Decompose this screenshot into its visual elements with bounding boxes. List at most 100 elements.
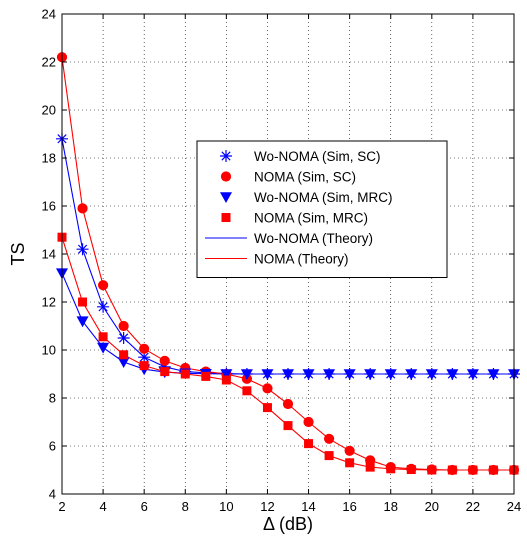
square-marker	[119, 350, 129, 360]
square-marker	[304, 439, 314, 449]
series-3-markers	[57, 232, 519, 475]
circle-marker	[159, 355, 170, 366]
triangle-marker	[117, 357, 130, 368]
square-marker	[488, 465, 498, 475]
asterisk-marker	[76, 243, 89, 256]
circle-marker	[344, 445, 355, 456]
legend-entry: NOMA (Sim, SC)	[220, 170, 356, 185]
square-marker	[262, 403, 272, 413]
triangle-marker	[282, 369, 294, 380]
asterisk-marker	[158, 360, 171, 373]
legend-label: Wo-NOMA (Sim, SC)	[254, 149, 381, 164]
triangle-marker	[466, 369, 479, 380]
legend-label: Wo-NOMA (Sim, MRC)	[254, 190, 393, 205]
square-marker	[201, 371, 211, 381]
x-tick-label: 8	[182, 499, 189, 514]
triangle-marker	[384, 369, 397, 380]
triangle-marker	[364, 369, 377, 380]
square-marker	[468, 465, 478, 475]
legend-label: NOMA (Sim, MRC)	[254, 211, 368, 226]
triangle-marker	[425, 369, 438, 380]
square-marker	[406, 465, 416, 475]
triangle-marker	[487, 369, 500, 380]
asterisk-marker	[117, 332, 130, 344]
triangle-marker	[323, 369, 336, 380]
x-tick-label: 16	[342, 499, 356, 514]
square-marker	[283, 421, 293, 431]
legend-entry: Wo-NOMA (Sim, SC)	[220, 149, 381, 164]
circle-marker	[262, 383, 273, 394]
circle-marker	[97, 280, 109, 291]
circle-marker	[303, 416, 314, 428]
y-tick-label: 22	[42, 55, 56, 70]
square-marker	[98, 332, 108, 342]
legend-entry: NOMA (Sim, MRC)	[221, 211, 368, 226]
y-tick-label: 24	[42, 7, 56, 22]
x-axis-label: Δ (dB)	[263, 514, 313, 534]
circle-marker	[220, 171, 232, 182]
x-tick-label: 14	[301, 499, 315, 514]
y-tick-label: 20	[42, 103, 56, 118]
x-tick-label: 18	[383, 499, 397, 514]
triangle-marker	[240, 369, 253, 380]
circle-marker	[77, 203, 88, 214]
triangle-marker	[220, 192, 232, 203]
circle-marker	[118, 320, 129, 332]
y-tick-label: 8	[49, 391, 56, 406]
square-marker	[324, 451, 334, 461]
legend-label: NOMA (Sim, SC)	[254, 170, 356, 185]
square-marker	[221, 213, 231, 222]
x-tick-label: 4	[99, 499, 106, 514]
plot-series	[56, 52, 520, 476]
x-tick-label: 10	[219, 499, 233, 514]
x-tick-label: 22	[466, 499, 480, 514]
x-tick-label: 6	[141, 499, 148, 514]
legend-entry: Wo-NOMA (Sim, MRC)	[220, 190, 393, 205]
asterisk-marker	[138, 351, 151, 364]
y-tick-label: 4	[49, 487, 56, 502]
x-tick-label: 2	[58, 499, 65, 514]
legend: Wo-NOMA (Sim, SC) NOMA (Sim, SC) Wo-NOMA (…	[196, 140, 448, 278]
legend-entry: Wo-NOMA (Theory)	[205, 231, 373, 246]
y-axis-label: TS	[8, 242, 28, 265]
x-tick-label: 12	[260, 499, 274, 514]
y-tick-label: 18	[42, 151, 56, 166]
circle-marker	[139, 343, 150, 354]
legend-entry: NOMA (Theory)	[205, 252, 349, 267]
y-tick-label: 14	[42, 247, 56, 262]
asterisk-marker	[220, 150, 232, 162]
square-marker	[427, 465, 437, 475]
square-marker	[242, 386, 252, 396]
x-tick-label: 24	[507, 499, 521, 514]
x-tick-label: 20	[425, 499, 439, 514]
square-marker	[345, 458, 355, 468]
triangle-marker	[343, 369, 356, 380]
square-marker	[180, 369, 190, 379]
circle-marker	[282, 398, 294, 410]
triangle-marker	[97, 342, 110, 354]
square-marker	[365, 462, 375, 472]
triangle-marker	[446, 369, 459, 380]
square-marker	[386, 464, 396, 474]
legend-label: NOMA (Theory)	[254, 252, 349, 267]
square-marker	[221, 375, 231, 385]
triangle-marker	[302, 369, 315, 380]
square-marker	[139, 361, 149, 371]
circle-marker	[323, 433, 335, 444]
legend-box	[196, 140, 448, 278]
triangle-marker	[261, 369, 274, 380]
legend-label: Wo-NOMA (Theory)	[254, 231, 373, 246]
triangle-marker	[405, 369, 418, 380]
theory-curve	[61, 272, 514, 375]
square-marker	[78, 297, 88, 307]
y-tick-label: 16	[42, 199, 56, 214]
y-tick-label: 12	[42, 295, 56, 310]
square-marker	[447, 465, 457, 475]
y-tick-label: 6	[49, 439, 56, 454]
y-tick-label: 10	[42, 343, 56, 358]
square-marker	[160, 367, 170, 377]
triangle-marker	[76, 316, 89, 328]
